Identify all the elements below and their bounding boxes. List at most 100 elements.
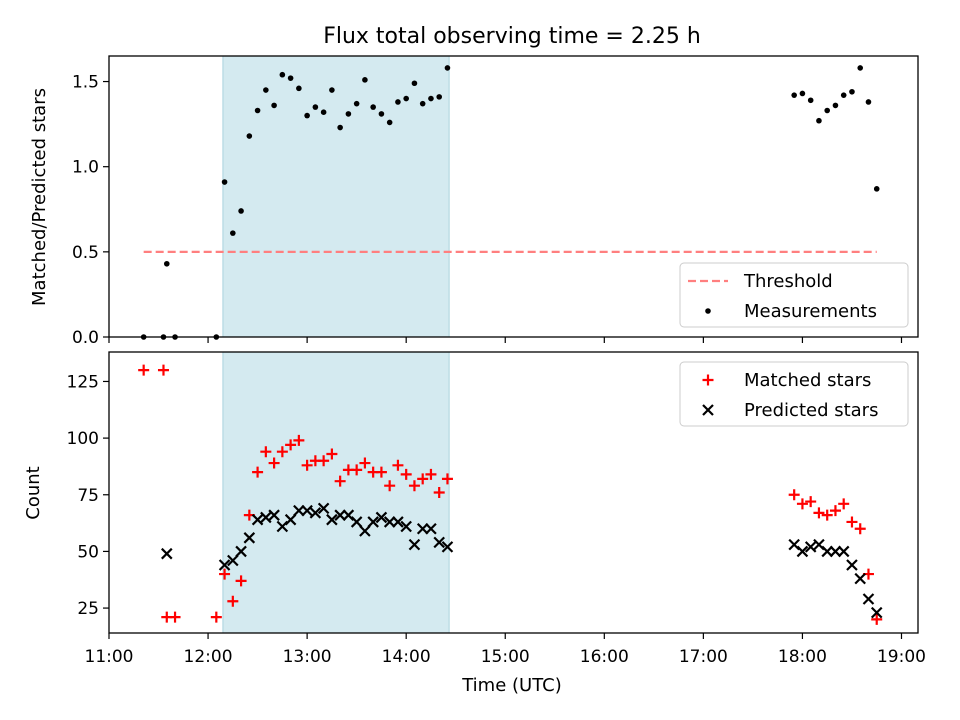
predicted-star-point [334, 509, 346, 521]
matched-star-point [285, 439, 297, 451]
matched-star-point [871, 613, 883, 625]
predicted-star-point [251, 513, 264, 526]
predicted-star-point [870, 606, 883, 619]
observing-span [222, 55, 450, 338]
matched-star-point [268, 457, 280, 469]
measurement-point [857, 65, 864, 71]
series-plus [138, 364, 883, 625]
legend: Matched stars Predicted stars [679, 361, 909, 427]
predicted-star-point [268, 509, 280, 521]
predicted-star-point [218, 559, 231, 571]
predicted-star-point [284, 513, 297, 526]
predicted-star-point [309, 507, 322, 519]
predicted-star-point [317, 502, 330, 515]
measurement-point [807, 97, 814, 104]
predicted-star-point [408, 538, 421, 551]
measurement-point [444, 65, 451, 71]
x-tick-label: 16:00 [580, 647, 629, 667]
matched-star-point [788, 489, 800, 501]
x-axis-label: Time (UTC) [461, 675, 562, 696]
measurement-point [238, 208, 244, 214]
measurement-point [329, 87, 335, 93]
measurement-point [386, 119, 393, 126]
measurement-point [263, 87, 269, 93]
measurement-point [337, 124, 343, 131]
measurement-point [254, 107, 261, 114]
measurement-point [279, 71, 286, 78]
measurement-point [362, 77, 368, 83]
matched-star-point [400, 468, 412, 480]
measurement-point [345, 111, 352, 117]
legend-matched-swatch [702, 374, 714, 386]
predicted-star-point [260, 511, 272, 524]
predicted-star-point [375, 511, 388, 524]
predicted-star-point [846, 559, 858, 571]
measurement-point [395, 99, 401, 105]
measurement-point [230, 230, 236, 236]
x-tick-label: 17:00 [679, 647, 728, 667]
measurement-point [428, 95, 434, 102]
matched-star-point [276, 446, 288, 458]
predicted-star-point [804, 541, 817, 553]
y-tick-label: 50 [77, 542, 99, 562]
matched-star-point [301, 459, 313, 471]
predicted-star-point [854, 572, 866, 585]
x-tick-label: 11:00 [85, 647, 134, 667]
predicted-star-point [441, 541, 454, 553]
matched-star-point [433, 487, 445, 498]
predicted-star-point [359, 525, 371, 537]
predicted-star-point [400, 520, 412, 533]
y-tick-label: 25 [77, 599, 99, 619]
measurement-point [873, 186, 880, 192]
measurement-point [221, 179, 228, 185]
measurement-point [840, 92, 847, 98]
matched-star-point [210, 611, 222, 623]
predicted-star-point [293, 504, 305, 517]
predicted-star-point [821, 545, 833, 558]
matched-star-point [813, 507, 825, 519]
x-tick-label: 13:00 [283, 647, 332, 667]
x-tick-label: 14:00 [382, 647, 431, 667]
measurement-point [296, 85, 302, 92]
measurement-point [403, 95, 409, 102]
predicted-star-point [326, 513, 338, 526]
matched-star-point [138, 364, 150, 376]
measurement-point [849, 88, 855, 95]
matched-star-point [235, 575, 247, 587]
measurement-point [304, 112, 310, 119]
measurement-point [791, 92, 797, 98]
matched-star-point [854, 523, 866, 535]
predicted-star-point [161, 547, 173, 560]
y-tick-label: 1.0 [72, 158, 99, 178]
matched-star-point [838, 498, 850, 510]
matched-star-point [417, 473, 429, 485]
predicted-star-point [301, 504, 313, 517]
predicted-star-point [829, 545, 842, 558]
matched-star-point [219, 568, 231, 580]
measurement-point [816, 117, 822, 124]
predicted-star-point [350, 516, 363, 528]
measurement-point [436, 94, 443, 100]
measurement-point [320, 109, 327, 115]
matched-star-point [384, 480, 396, 492]
legend-label: Matched stars [744, 370, 871, 391]
matched-star-point [829, 505, 841, 517]
matched-star-point [334, 475, 346, 487]
axes-frame [108, 55, 919, 338]
panel-1: 0.0 0.5 1.0 1.5 Threshold Measurements [72, 55, 919, 348]
predicted-star-point [425, 522, 437, 535]
y-axis-label-top: Matched/Predicted stars [29, 88, 50, 306]
legend-label: Measurements [744, 301, 877, 322]
legend-label: Predicted stars [744, 400, 878, 421]
y-tick-label: 100 [67, 429, 99, 449]
measurement-point [246, 133, 253, 139]
predicted-star-point [367, 516, 379, 528]
measurement-point [287, 75, 294, 81]
matched-star-point [425, 468, 437, 480]
legend-box [679, 361, 909, 427]
matched-star-point [227, 595, 239, 607]
legend: Threshold Measurements [679, 262, 909, 328]
legend-box [679, 262, 909, 328]
measurement-point [419, 100, 426, 107]
axes-frame [108, 351, 919, 634]
